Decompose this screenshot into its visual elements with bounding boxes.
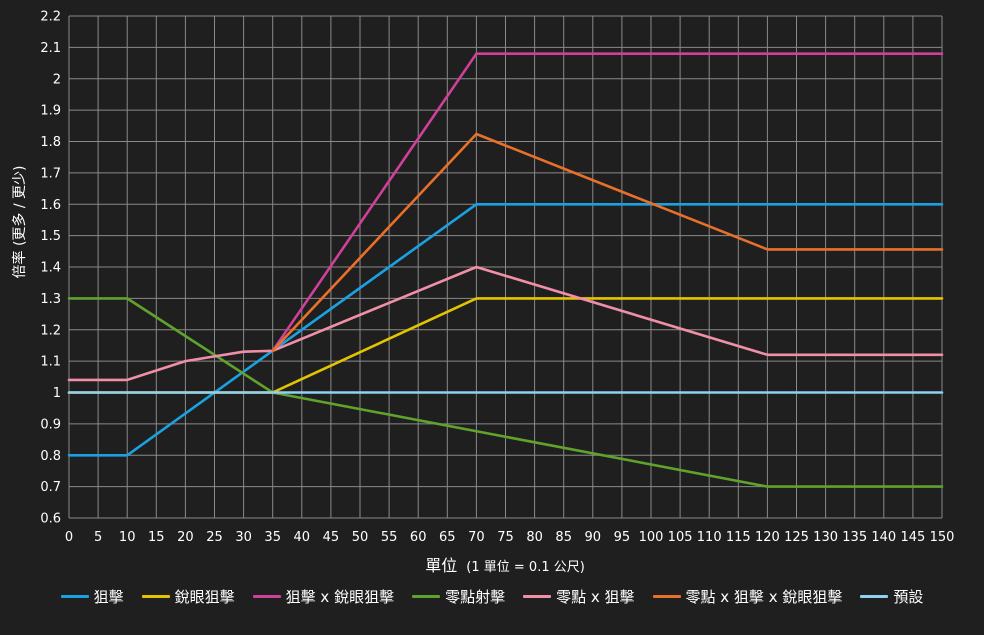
x-tick-label: 10: [119, 530, 136, 545]
x-tick-label: 65: [439, 530, 456, 545]
legend-label: 狙擊 x 銳眼狙擊: [285, 587, 395, 606]
x-tick-label: 60: [410, 530, 427, 545]
legend-swatch: [652, 594, 681, 598]
x-axis-title-main: 單位: [425, 556, 457, 575]
legend-label: 預設: [893, 587, 924, 606]
x-tick-label: 125: [784, 530, 809, 545]
x-axis-title-note: (1 單位 = 0.1 公尺): [466, 560, 585, 575]
y-tick-label: 0.9: [40, 417, 61, 432]
x-tick-label: 85: [555, 530, 572, 545]
legend-label: 零點 x 狙擊 x 銳眼狙擊: [685, 587, 843, 606]
x-tick-label: 90: [585, 530, 602, 545]
y-tick-label: 1.4: [40, 261, 61, 276]
x-tick-label: 105: [668, 530, 693, 545]
legend-swatch: [252, 594, 281, 598]
x-tick-label: 75: [497, 530, 514, 545]
x-axis-ticks: 0 5 10 15 20 25 30 35 40 45 50 55 60 65 70 75 80 85 90 95 10…: [65, 530, 955, 545]
legend-label: 零點射擊: [445, 587, 506, 606]
y-tick-label: 1.3: [40, 292, 61, 307]
chart-series: [67, 52, 944, 488]
x-tick-label: 25: [206, 530, 223, 545]
chart-grid: [68, 15, 943, 519]
legend-label: 零點 x 狙擊: [556, 587, 635, 606]
x-tick-label: 150: [930, 530, 955, 545]
x-tick-label: 140: [871, 530, 896, 545]
series-line-4: [67, 265, 944, 382]
x-tick-label: 50: [352, 530, 369, 545]
legend-label: 狙擊: [93, 587, 124, 606]
chart-legend: 狙擊 銳眼狙擊 狙擊 x 銳眼狙擊 零點射擊 零點 x 狙擊 零點 x 狙擊 x 銳眼狙擊…: [0, 583, 984, 609]
series-line-0: [67, 203, 944, 457]
legend-item-0: 狙擊: [60, 586, 124, 607]
legend-swatch: [60, 594, 89, 598]
x-tick-label: 100: [639, 530, 664, 545]
series-line-2: [271, 52, 944, 353]
x-tick-label: 130: [813, 530, 838, 545]
x-tick-label: 145: [900, 530, 925, 545]
series-line-5: [271, 132, 944, 353]
legend-item-6: 預設: [860, 586, 923, 607]
y-tick-label: 1: [53, 386, 61, 401]
x-tick-label: 70: [468, 530, 485, 545]
y-tick-label: 1.6: [40, 198, 61, 213]
y-tick-label: 1.1: [40, 355, 61, 370]
x-tick-label: 40: [294, 530, 311, 545]
y-tick-label: 1.2: [40, 323, 61, 338]
x-tick-label: 80: [526, 530, 543, 545]
legend-item-4: 零點 x 狙擊: [523, 586, 635, 607]
x-tick-label: 110: [697, 530, 722, 545]
legend-item-2: 狙擊 x 銳眼狙擊: [252, 586, 395, 607]
y-tick-label: 1.8: [40, 135, 61, 150]
y-tick-label: 1.7: [40, 166, 61, 181]
legend-swatch: [412, 594, 441, 598]
x-tick-label: 55: [381, 530, 398, 545]
y-axis-title: 倍率 (更多 / 更少): [11, 166, 28, 279]
x-tick-label: 20: [177, 530, 194, 545]
y-tick-label: 2.2: [40, 10, 61, 25]
y-tick-label: 2.1: [40, 41, 61, 56]
legend-swatch: [141, 594, 170, 598]
x-tick-label: 45: [323, 530, 340, 545]
legend-label: 銳眼狙擊: [174, 587, 235, 606]
x-tick-label: 5: [94, 530, 102, 545]
x-tick-label: 0: [65, 530, 73, 545]
y-tick-label: 2: [53, 72, 61, 87]
legend-swatch: [860, 594, 889, 598]
x-tick-label: 135: [842, 530, 867, 545]
line-chart: 0.6 0.7 0.8 0.9 1 1.1 1.2 1.3 1.4 1.5 1.6 1.7 1.8 1.9…: [11, 10, 955, 576]
y-tick-label: 1.9: [40, 104, 61, 119]
legend-item-1: 銳眼狙擊: [141, 586, 235, 607]
x-tick-label: 120: [755, 530, 780, 545]
y-tick-label: 0.6: [40, 512, 61, 527]
x-tick-label: 95: [614, 530, 631, 545]
y-tick-label: 0.7: [40, 480, 61, 495]
legend-item-5: 零點 x 狙擊 x 銳眼狙擊: [652, 586, 843, 607]
y-axis-ticks: 0.6 0.7 0.8 0.9 1 1.1 1.2 1.3 1.4 1.5 1.6 1.7 1.8 1.9…: [40, 10, 61, 527]
x-tick-label: 115: [726, 530, 751, 545]
x-tick-label: 15: [148, 530, 165, 545]
x-tick-label: 35: [264, 530, 281, 545]
y-tick-label: 1.5: [40, 229, 61, 244]
legend-swatch: [523, 594, 552, 598]
x-tick-label: 30: [235, 530, 252, 545]
y-tick-label: 0.8: [40, 449, 61, 464]
legend-item-3: 零點射擊: [412, 586, 505, 607]
x-axis-title: 單位 (1 單位 = 0.1 公尺): [425, 556, 585, 575]
